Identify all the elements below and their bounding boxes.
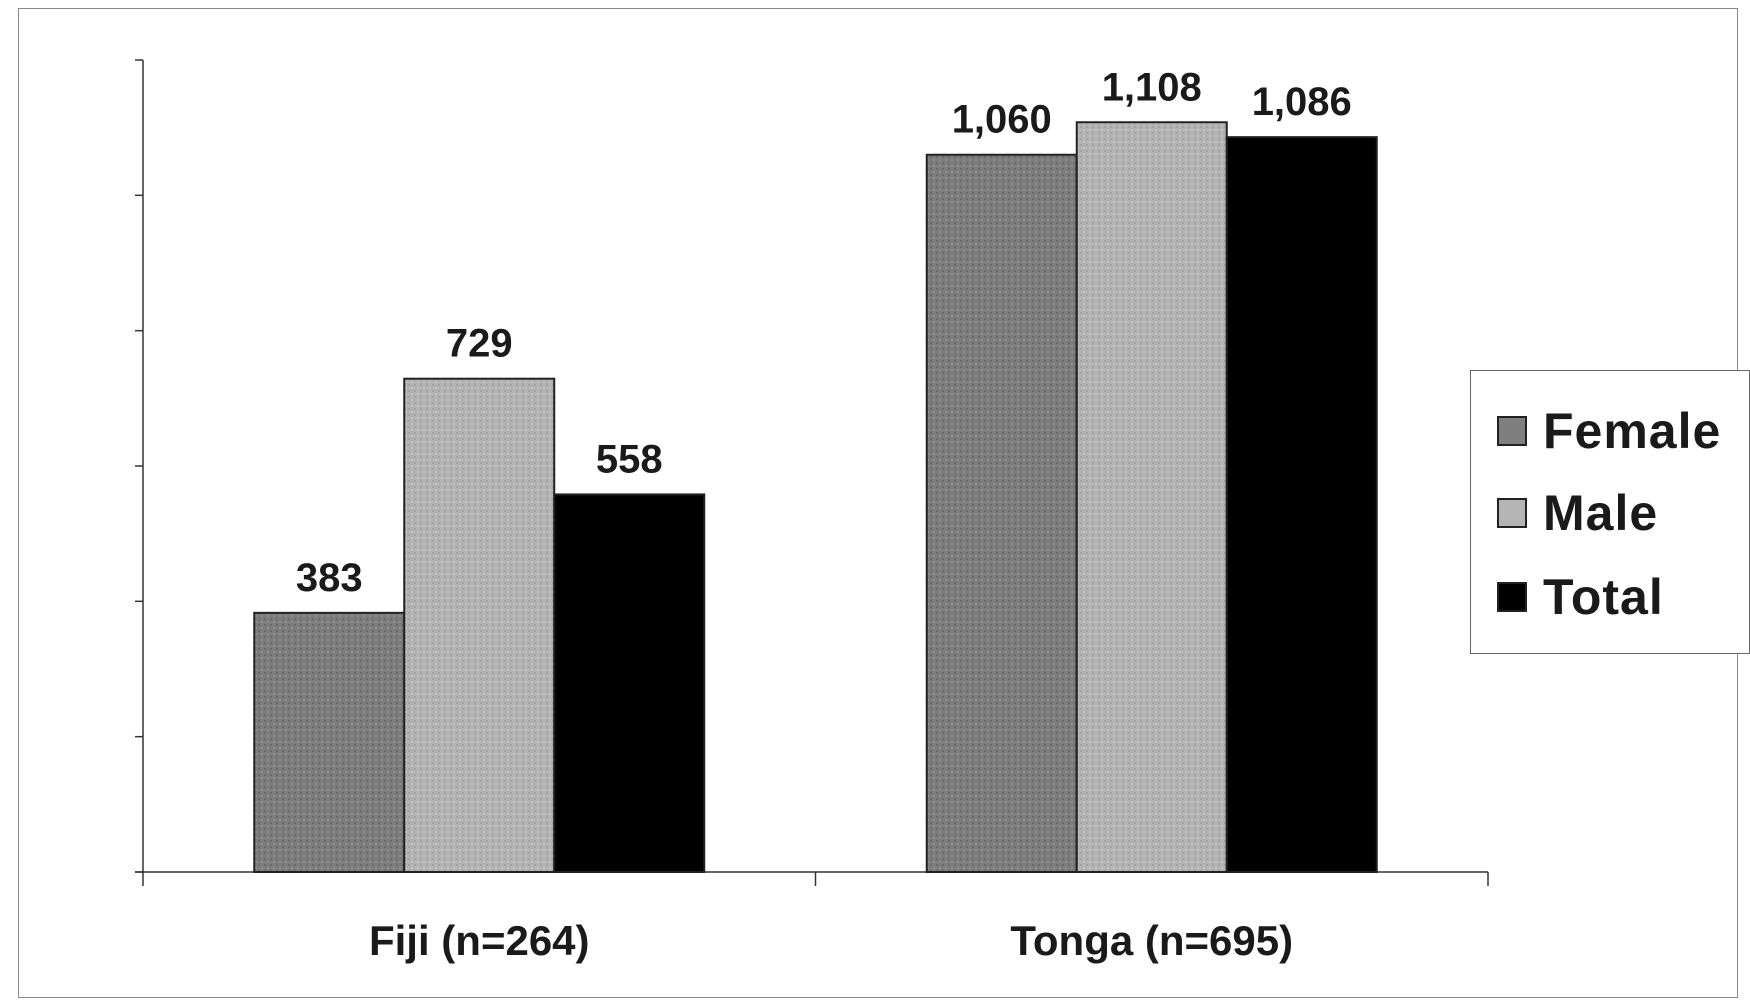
data-labels: 383 729 558 1,060 1,108 1,086 [296,65,1352,600]
legend-swatch-total [1497,582,1527,612]
bar-male-1 [403,377,556,873]
legend-label-female: Female [1543,403,1722,459]
bar-female-1 [253,611,406,873]
legend-item-total: Total [1497,567,1664,627]
data-label-female-2: 1,060 [952,98,1052,142]
data-label-total-2: 1,086 [1252,80,1352,124]
legend: Female Male Total [1470,370,1750,654]
data-label-male-1: 729 [446,322,513,366]
bars [253,121,1378,873]
category-label-2: Tonga (n=695) [1010,917,1293,964]
bar-total-1 [553,493,706,873]
legend-swatch-female [1497,416,1527,446]
bar-total-2 [1225,136,1378,873]
legend-label-total: Total [1543,569,1664,625]
legend-item-female: Female [1497,401,1721,461]
legend-item-male: Male [1497,483,1658,543]
data-label-male-2: 1,108 [1102,65,1202,109]
legend-label-male: Male [1543,485,1659,541]
bar-female-2 [925,153,1078,873]
bar-male-2 [1075,121,1228,873]
category-label-1: Fiji (n=264) [369,917,590,964]
category-labels: Fiji (n=264) Tonga (n=695) [369,917,1293,964]
data-label-total-1: 558 [596,437,663,481]
data-label-female-1: 383 [296,556,363,600]
legend-swatch-male [1497,498,1527,528]
